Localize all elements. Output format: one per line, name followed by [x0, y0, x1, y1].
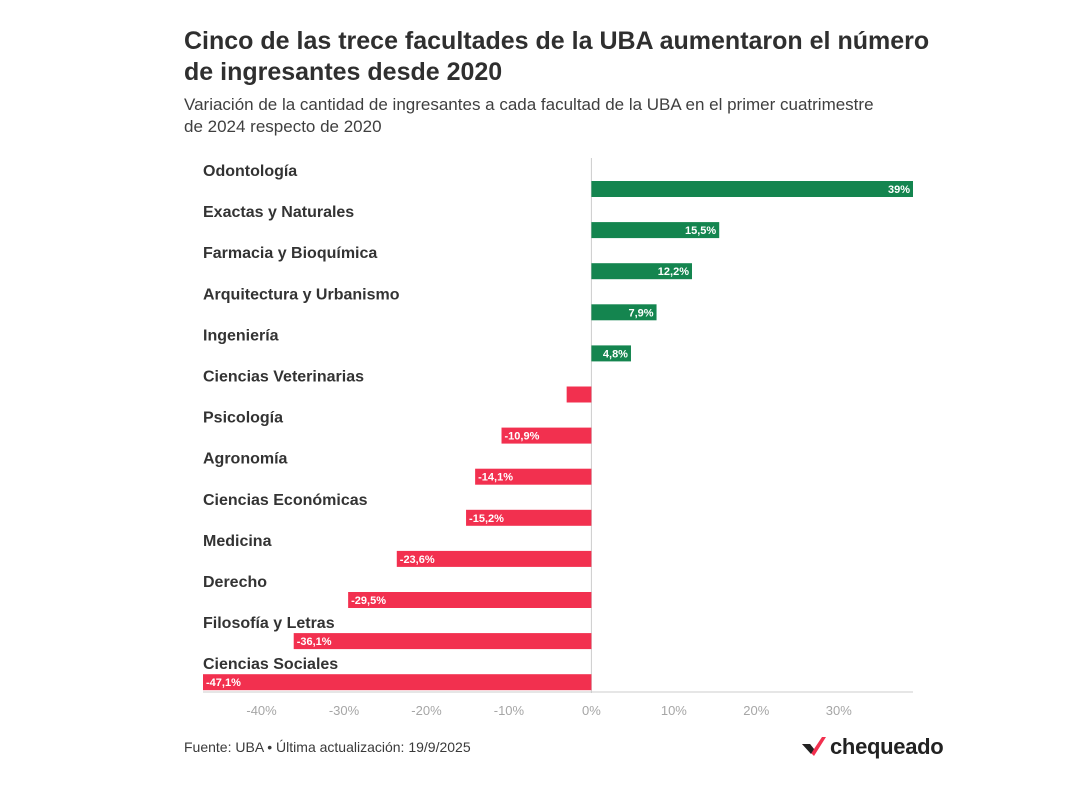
x-tick-label: -30% [329, 703, 360, 718]
category-label: Ingeniería [203, 327, 279, 344]
bar-value-label: -47,1% [206, 677, 241, 689]
bar [466, 509, 592, 526]
category-label: Ciencias Económicas [203, 492, 368, 509]
x-tick-label: 0% [582, 703, 601, 718]
category-label: Ciencias Veterinarias [203, 369, 364, 386]
bar [591, 304, 657, 321]
bar-value-label: 15,5% [685, 225, 716, 237]
x-tick-label: 30% [826, 703, 852, 718]
bar [203, 674, 592, 691]
chart-subtitle: Variación de la cantidad de ingresantes … [184, 95, 874, 136]
bar [501, 427, 592, 444]
category-label: Exactas y Naturales [203, 204, 354, 221]
category-label: Ciencias Sociales [203, 656, 338, 673]
bar-value-label: -36,1% [297, 636, 332, 648]
bar-value-label: -23,6% [400, 554, 435, 566]
category-label: Derecho [203, 574, 267, 591]
category-label: Psicología [203, 410, 283, 427]
category-label: Arquitectura y Urbanismo [203, 286, 400, 303]
brand-logo: chequeado [800, 733, 944, 761]
bar [566, 386, 592, 403]
bar-value-label: -10,9% [505, 431, 540, 443]
bar-value-label: 7,9% [628, 307, 653, 319]
category-label: Filosofía y Letras [203, 615, 335, 632]
bar-chart: Odontología 39% Exactas y Naturales 15,5% Fa… [203, 158, 913, 718]
bar-value-label: 12,2% [658, 266, 689, 278]
x-tick-label: -20% [411, 703, 442, 718]
category-label: Farmacia y Bioquímica [203, 245, 377, 262]
bar [348, 592, 592, 608]
bar-value-label: -15,2% [469, 513, 504, 525]
bar-value-label: -14,1% [478, 472, 513, 484]
bar-value-label: 39% [888, 184, 910, 196]
bar [591, 222, 720, 239]
bar-value-label: 4,8% [603, 348, 628, 360]
source-note: Fuente: UBA • Última actualización: 19/9… [184, 739, 471, 755]
bar [293, 633, 592, 650]
bar [475, 468, 592, 485]
category-label: Odontología [203, 163, 297, 180]
bar-value-label: -29,5% [351, 595, 386, 607]
category-label: Agronomía [203, 451, 288, 468]
chart-title: Cinco de las trece facultades de la UBA … [184, 27, 930, 86]
x-tick-label: -40% [246, 703, 277, 718]
brand-name: chequeado [830, 734, 944, 759]
bar [396, 550, 592, 567]
x-tick-label: -10% [494, 703, 525, 718]
bar [591, 263, 693, 280]
category-label: Medicina [203, 533, 272, 550]
bar [591, 345, 631, 362]
bar [591, 181, 913, 197]
x-tick-label: 20% [743, 703, 769, 718]
x-tick-label: 10% [661, 703, 687, 718]
chequeado-logo-icon [802, 737, 826, 756]
